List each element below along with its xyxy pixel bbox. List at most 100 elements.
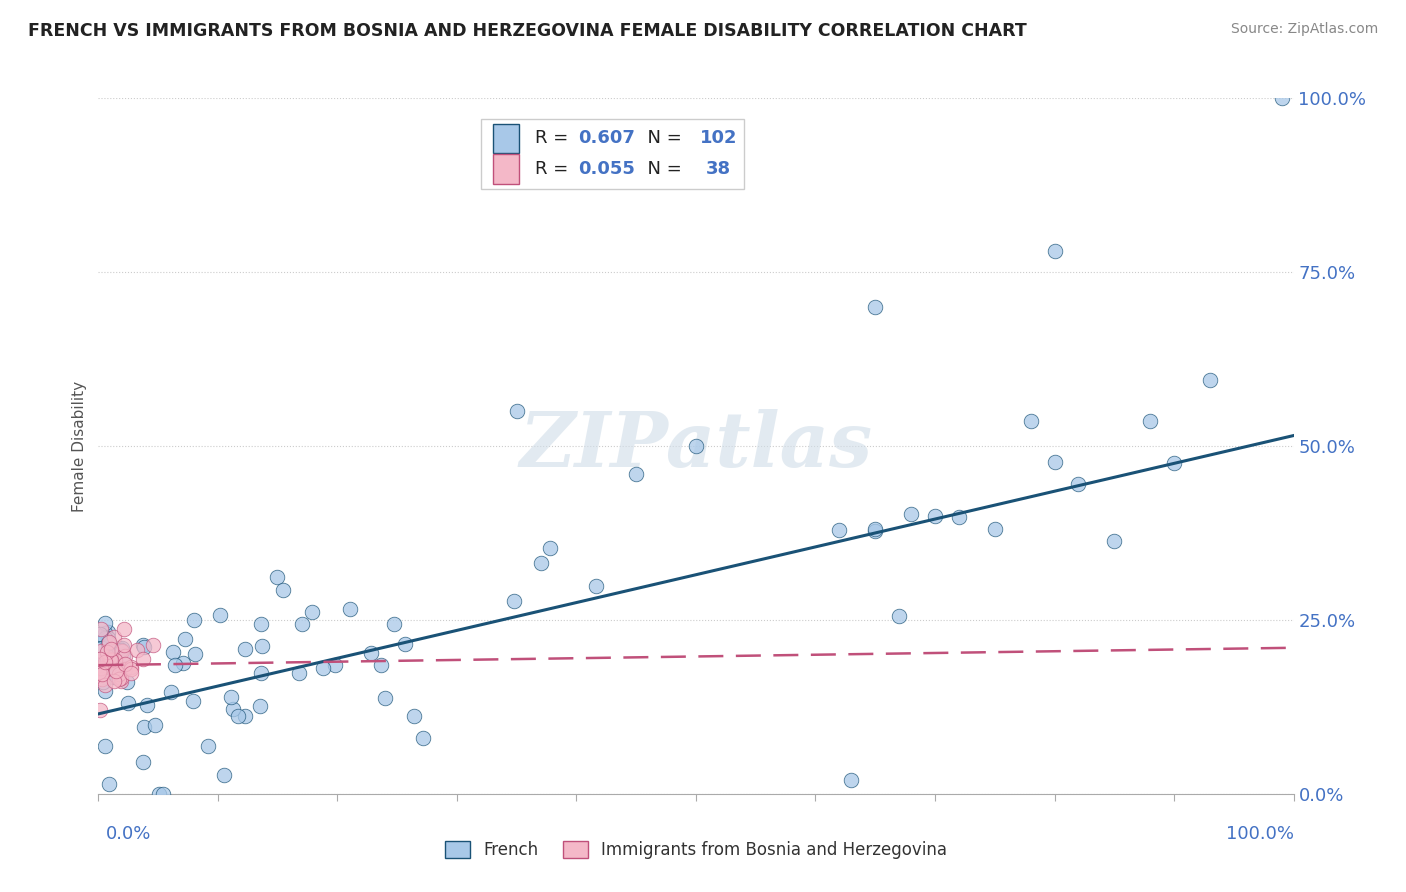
Point: [132, 755, 155, 769]
Point: [104, 653, 127, 667]
Point: [163, 658, 186, 673]
Point: [235, 642, 257, 657]
Text: 0.0%: 0.0%: [105, 825, 150, 843]
Point: [98, 652, 121, 666]
Point: [110, 643, 132, 657]
Point: [1102, 534, 1125, 549]
Point: [1163, 456, 1185, 470]
Point: [89, 655, 111, 669]
FancyBboxPatch shape: [481, 119, 744, 188]
Text: N =: N =: [637, 160, 688, 178]
Text: FRENCH VS IMMIGRANTS FROM BOSNIA AND HERZEGOVINA FEMALE DISABILITY CORRELATION C: FRENCH VS IMMIGRANTS FROM BOSNIA AND HER…: [28, 22, 1026, 40]
Point: [112, 623, 135, 637]
Point: [221, 702, 243, 716]
Point: [120, 665, 142, 680]
Point: [112, 639, 135, 653]
Point: [174, 632, 197, 647]
Point: [685, 439, 707, 453]
Point: [252, 639, 274, 653]
Text: ZIPatlas: ZIPatlas: [519, 409, 873, 483]
Point: [863, 524, 887, 538]
Point: [91, 668, 114, 682]
Text: 38: 38: [706, 160, 731, 178]
Point: [114, 662, 136, 676]
Point: [97, 655, 120, 669]
Point: [103, 670, 125, 684]
Point: [98, 635, 121, 649]
Point: [97, 662, 120, 676]
Point: [103, 662, 125, 676]
Y-axis label: Female Disability: Female Disability: [72, 380, 87, 512]
Point: [249, 665, 271, 680]
Point: [90, 660, 112, 674]
Point: [87, 665, 110, 680]
Text: R =: R =: [534, 129, 574, 147]
Point: [110, 674, 132, 689]
Point: [1271, 91, 1294, 105]
Point: [863, 523, 887, 537]
Point: [212, 768, 235, 782]
Point: [91, 672, 114, 686]
Point: [89, 662, 111, 676]
Point: [91, 667, 114, 681]
Point: [181, 694, 204, 708]
Point: [233, 709, 256, 723]
Point: [97, 636, 120, 650]
Point: [91, 640, 114, 655]
Point: [323, 658, 346, 673]
Point: [172, 656, 194, 670]
Text: 0.607: 0.607: [578, 129, 634, 147]
Point: [89, 652, 111, 666]
Point: [111, 648, 134, 662]
Point: [97, 657, 120, 671]
Point: [143, 718, 166, 732]
Point: [538, 541, 561, 555]
Point: [506, 404, 529, 418]
Point: [360, 646, 382, 660]
Point: [626, 467, 648, 481]
Point: [108, 659, 131, 673]
Point: [108, 667, 131, 681]
Point: [93, 683, 115, 698]
Point: [250, 616, 273, 631]
Point: [1043, 455, 1066, 469]
Point: [863, 300, 887, 314]
Point: [374, 690, 396, 705]
Text: N =: N =: [637, 129, 688, 147]
Point: [209, 608, 232, 623]
Point: [889, 609, 911, 624]
Point: [1019, 413, 1042, 427]
Point: [97, 625, 120, 640]
Point: [183, 613, 205, 627]
Point: [117, 696, 139, 710]
Point: [900, 507, 922, 521]
Point: [132, 651, 155, 665]
Text: 100.0%: 100.0%: [1226, 825, 1294, 843]
Point: [127, 642, 149, 657]
Point: [89, 652, 111, 666]
Point: [103, 631, 125, 645]
Point: [96, 648, 118, 662]
Point: [339, 601, 361, 615]
Point: [100, 670, 122, 684]
Point: [110, 671, 132, 685]
Point: [94, 739, 117, 753]
Point: [94, 626, 117, 640]
Point: [271, 582, 294, 597]
Point: [120, 660, 142, 674]
Point: [394, 637, 416, 651]
Point: [984, 522, 1007, 536]
Point: [90, 622, 112, 636]
Point: [828, 524, 851, 538]
Text: R =: R =: [534, 160, 574, 178]
Point: [94, 678, 117, 692]
Point: [948, 510, 970, 524]
Point: [132, 721, 155, 735]
Point: [100, 653, 122, 667]
Point: [94, 616, 117, 631]
Point: [136, 698, 159, 713]
Text: Source: ZipAtlas.com: Source: ZipAtlas.com: [1230, 22, 1378, 37]
Point: [1067, 476, 1090, 491]
Point: [94, 649, 117, 664]
Point: [291, 617, 314, 632]
